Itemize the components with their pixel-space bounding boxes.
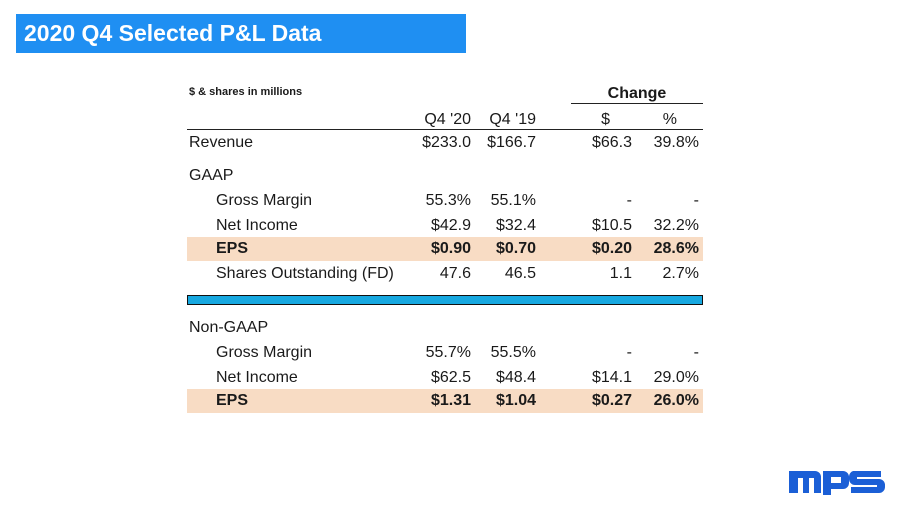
table-row-non-gaap-net-income: Net Income $62.5 $48.4 $14.1 29.0% xyxy=(187,366,703,390)
section-divider xyxy=(187,295,703,305)
column-header-change-usd: $ xyxy=(601,111,610,128)
table-row-non-gaap-eps: EPS $1.31 $1.04 $0.27 26.0% xyxy=(187,389,703,413)
column-header-q4-20: Q4 '20 xyxy=(424,111,471,128)
cell-change-pct: 28.6% xyxy=(653,240,699,257)
cell-q4-20: 55.7% xyxy=(425,344,471,361)
cell-change-usd: $0.27 xyxy=(591,392,632,409)
row-label: Gross Margin xyxy=(216,344,313,361)
row-label: Net Income xyxy=(216,217,298,234)
cell-change-usd: $10.5 xyxy=(591,217,632,234)
cell-q4-20: $1.31 xyxy=(430,392,471,409)
table-row-gaap-shares: Shares Outstanding (FD) 47.6 46.5 1.1 2.… xyxy=(187,262,703,286)
cell-q4-20: 47.6 xyxy=(439,265,471,282)
mps-logo xyxy=(789,471,885,495)
cell-q4-20: 55.3% xyxy=(425,192,471,209)
cell-q4-20: $42.9 xyxy=(430,217,471,234)
row-label: EPS xyxy=(216,240,249,257)
cell-q4-19: $1.04 xyxy=(495,392,536,409)
column-header-rule xyxy=(187,129,703,130)
cell-q4-20: $62.5 xyxy=(430,369,471,386)
row-label: Shares Outstanding (FD) xyxy=(216,265,394,282)
cell-change-usd: $0.20 xyxy=(591,240,632,257)
row-label: Gross Margin xyxy=(216,192,313,209)
section-label-non-gaap: Non-GAAP xyxy=(189,319,269,336)
table-row-gaap-eps: EPS $0.90 $0.70 $0.20 28.6% xyxy=(187,237,703,261)
cell-q4-19: $32.4 xyxy=(495,217,536,234)
cell-change-pct: 29.0% xyxy=(653,369,699,386)
cell-change-pct: - xyxy=(693,192,699,209)
cell-change-usd: - xyxy=(626,192,632,209)
cell-change-pct: 32.2% xyxy=(653,217,699,234)
row-label: EPS xyxy=(216,392,249,409)
column-header-change-pct: % xyxy=(662,111,677,128)
table-row-gaap-gross-margin: Gross Margin 55.3% 55.1% - - xyxy=(187,189,703,213)
row-label: Revenue xyxy=(189,134,254,151)
cell-q4-19: 55.1% xyxy=(490,192,536,209)
cell-change-pct: 2.7% xyxy=(662,265,699,282)
cell-q4-20: $233.0 xyxy=(422,134,471,151)
cell-change-pct: 26.0% xyxy=(653,392,699,409)
row-label: Net Income xyxy=(216,369,298,386)
table-row-non-gaap-gross-margin: Gross Margin 55.7% 55.5% - - xyxy=(187,341,703,365)
page-title: 2020 Q4 Selected P&L Data xyxy=(16,14,466,53)
cell-change-usd: $14.1 xyxy=(591,369,632,386)
cell-change-pct: 39.8% xyxy=(653,134,699,151)
cell-change-usd: 1.1 xyxy=(609,265,632,282)
change-header-rule xyxy=(571,103,703,104)
cell-change-usd: $66.3 xyxy=(591,134,632,151)
cell-q4-19: $0.70 xyxy=(495,240,536,257)
cell-change-pct: - xyxy=(693,344,699,361)
column-header-q4-19: Q4 '19 xyxy=(489,111,536,128)
cell-q4-19: $48.4 xyxy=(495,369,536,386)
cell-q4-19: 55.5% xyxy=(490,344,536,361)
section-label-gaap: GAAP xyxy=(189,167,234,184)
cell-q4-19: $166.7 xyxy=(487,134,536,151)
change-header: Change xyxy=(607,85,667,102)
cell-q4-20: $0.90 xyxy=(430,240,471,257)
table-row-revenue: Revenue $233.0 $166.7 $66.3 39.8% xyxy=(187,131,703,155)
cell-change-usd: - xyxy=(626,344,632,361)
units-note: $ & shares in millions xyxy=(189,86,303,98)
cell-q4-19: 46.5 xyxy=(504,265,536,282)
table-row-gaap-net-income: Net Income $42.9 $32.4 $10.5 32.2% xyxy=(187,214,703,238)
